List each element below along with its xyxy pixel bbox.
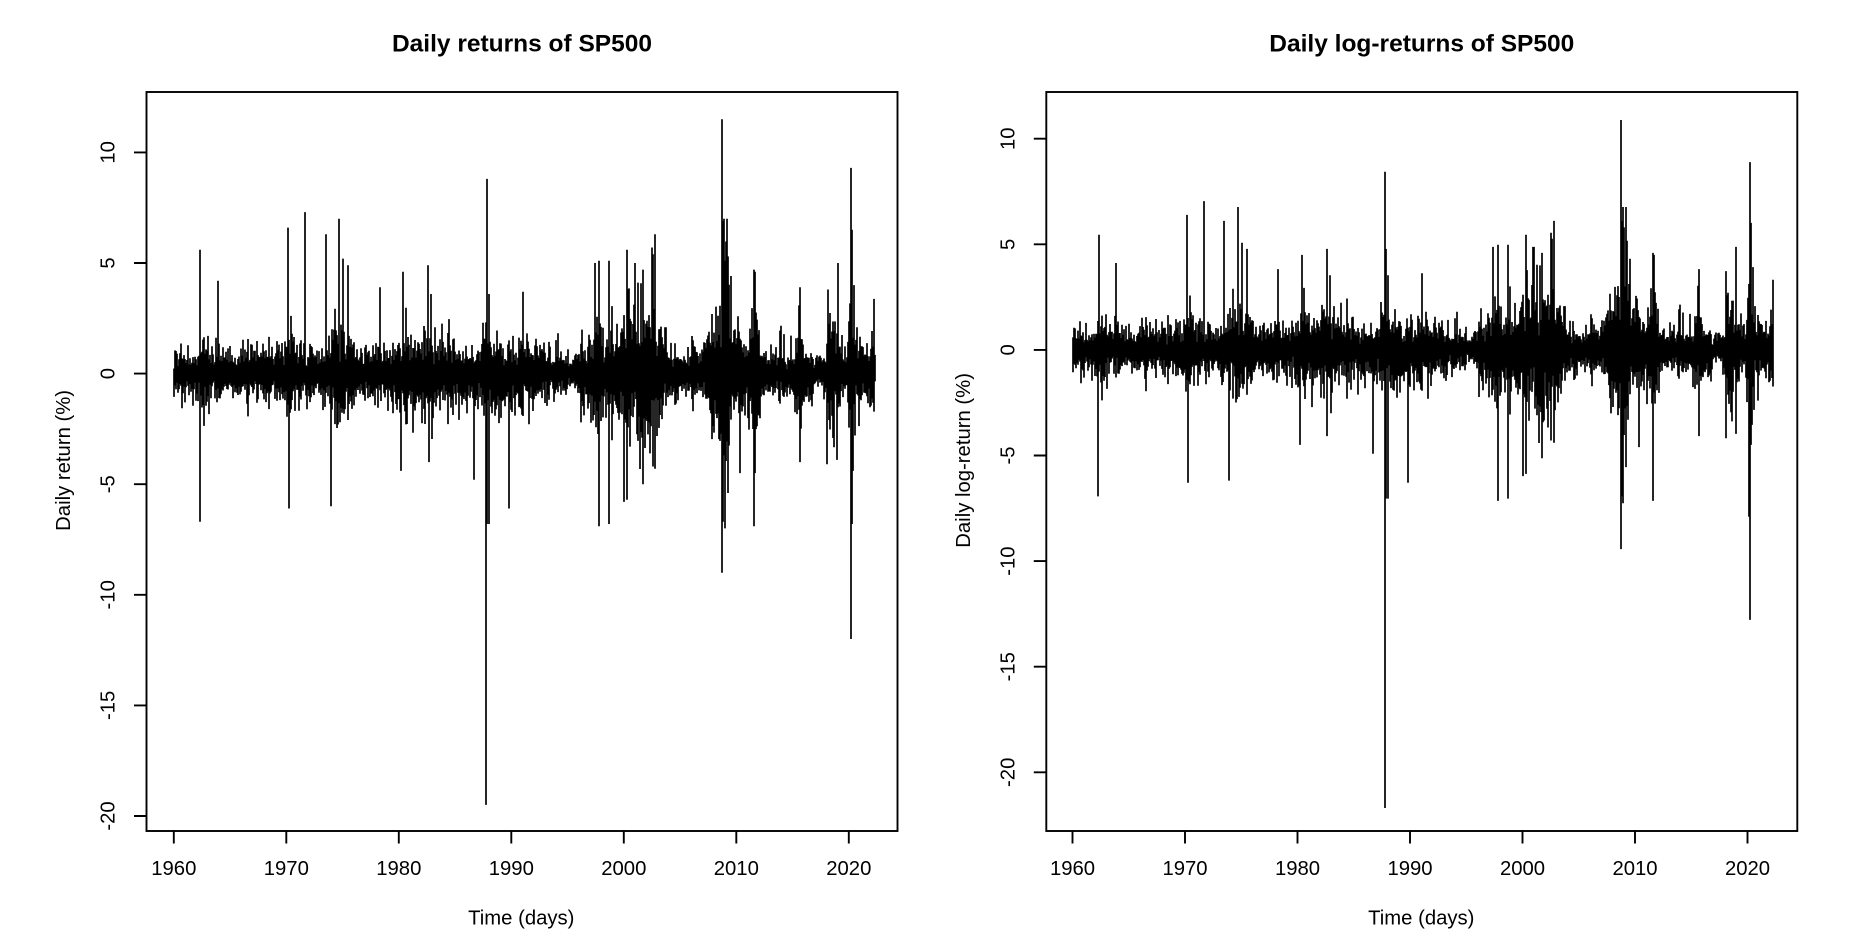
svg-text:Daily return (%): Daily return (%) xyxy=(53,390,75,531)
svg-text:1990: 1990 xyxy=(489,858,534,880)
svg-text:5: 5 xyxy=(997,239,1019,250)
svg-text:2020: 2020 xyxy=(826,858,871,880)
svg-text:1990: 1990 xyxy=(1387,858,1432,880)
svg-text:-10: -10 xyxy=(98,580,120,609)
svg-text:2010: 2010 xyxy=(714,858,759,880)
svg-text:2000: 2000 xyxy=(1500,858,1545,880)
svg-text:Daily log-return (%): Daily log-return (%) xyxy=(953,373,975,548)
svg-text:1980: 1980 xyxy=(1275,858,1320,880)
svg-text:-20: -20 xyxy=(997,758,1019,787)
svg-text:1960: 1960 xyxy=(151,858,196,880)
svg-text:1970: 1970 xyxy=(264,858,309,880)
svg-text:10: 10 xyxy=(98,141,120,164)
svg-text:-15: -15 xyxy=(98,691,120,720)
svg-text:1960: 1960 xyxy=(1050,858,1095,880)
svg-text:-5: -5 xyxy=(997,446,1019,464)
svg-text:-10: -10 xyxy=(997,546,1019,575)
svg-text:Time (days): Time (days) xyxy=(468,908,574,930)
svg-text:2000: 2000 xyxy=(601,858,646,880)
svg-text:-15: -15 xyxy=(997,652,1019,681)
svg-text:10: 10 xyxy=(997,127,1019,150)
svg-text:0: 0 xyxy=(98,368,120,379)
svg-text:-20: -20 xyxy=(98,801,120,830)
svg-text:Time (days): Time (days) xyxy=(1368,908,1474,930)
svg-text:1980: 1980 xyxy=(376,858,421,880)
svg-text:0: 0 xyxy=(997,344,1019,355)
svg-text:5: 5 xyxy=(98,257,120,268)
svg-text:Daily returns of SP500: Daily returns of SP500 xyxy=(392,31,652,58)
svg-text:Daily log-returns of SP500: Daily log-returns of SP500 xyxy=(1269,31,1574,58)
svg-text:2010: 2010 xyxy=(1612,858,1657,880)
svg-text:1970: 1970 xyxy=(1162,858,1207,880)
svg-text:2020: 2020 xyxy=(1725,858,1770,880)
svg-text:-5: -5 xyxy=(98,475,120,493)
